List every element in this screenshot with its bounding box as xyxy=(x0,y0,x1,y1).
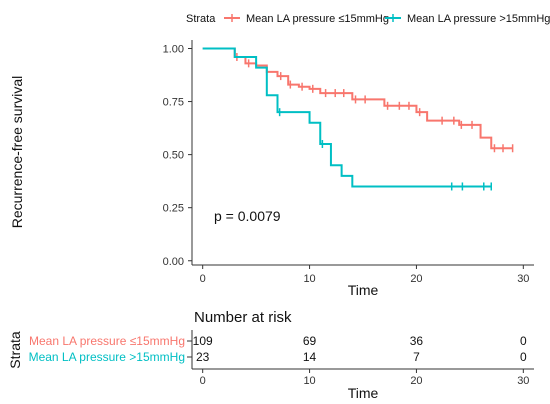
y-tick-label: 0.50 xyxy=(163,150,184,162)
risk-x-axis-title: Time xyxy=(348,385,379,401)
y-tick-label: 0.00 xyxy=(163,256,184,268)
x-tick-label: 20 xyxy=(410,273,422,285)
risk-count-cell: 109 xyxy=(193,334,213,348)
y-tick-label: 0.75 xyxy=(163,97,184,109)
x-ticks: 0 10 20 30 xyxy=(200,265,529,285)
p-value-annotation: p = 0.0079 xyxy=(214,208,281,224)
y-axis-title: Recurrence-free survival xyxy=(9,76,25,229)
km-plot: 0.000.250.500.751.00 0 10 20 30 p = 0.0079 … xyxy=(9,40,534,298)
legend-title: Strata xyxy=(186,13,216,25)
legend-label-group1: Mean LA pressure ≤15mmHg xyxy=(246,13,389,25)
risk-table-title: Number at risk xyxy=(194,309,292,326)
y-tick-label: 0.25 xyxy=(163,203,184,215)
x-tick-label: 0 xyxy=(200,273,206,285)
risk-count-cell: 0 xyxy=(520,350,527,364)
risk-count-cell: 23 xyxy=(196,350,210,364)
survival-curve-2 xyxy=(202,47,492,188)
risk-count-cell: 7 xyxy=(413,350,420,364)
risk-x-tick-label: 20 xyxy=(410,375,422,387)
x-axis-title: Time xyxy=(348,282,379,298)
risk-y-axis-title: Strata xyxy=(7,331,23,369)
risk-cells: 109 69 36 0 23 14 7 0 xyxy=(193,334,527,364)
x-tick-label: 30 xyxy=(517,273,529,285)
risk-count-cell: 69 xyxy=(303,334,317,348)
risk-count-cell: 14 xyxy=(303,350,317,364)
risk-count-cell: 0 xyxy=(520,334,527,348)
legend-label-group2: Mean LA pressure >15mmHg xyxy=(407,13,550,25)
risk-row-label-group1: Mean LA pressure ≤15mmHg xyxy=(29,334,185,348)
risk-table: Number at risk Mean LA pressure ≤15mmHg … xyxy=(7,309,534,401)
y-ticks: 0.00 0.25 0.50 0.75 1.00 xyxy=(163,43,192,268)
survival-curves xyxy=(202,47,514,191)
legend: Strata Mean LA pressure ≤15mmHg Mean LA … xyxy=(186,13,550,25)
risk-x-tick-label: 10 xyxy=(303,375,315,387)
x-tick-label: 10 xyxy=(303,273,315,285)
risk-x-tick-label: 30 xyxy=(517,375,529,387)
risk-row-label-group2: Mean LA pressure >15mmHg xyxy=(29,350,185,364)
risk-x-tick-label: 0 xyxy=(200,375,206,387)
risk-x-ticks: 0 10 20 30 xyxy=(200,369,529,387)
y-tick-label: 1.00 xyxy=(163,43,184,55)
risk-count-cell: 36 xyxy=(410,334,424,348)
